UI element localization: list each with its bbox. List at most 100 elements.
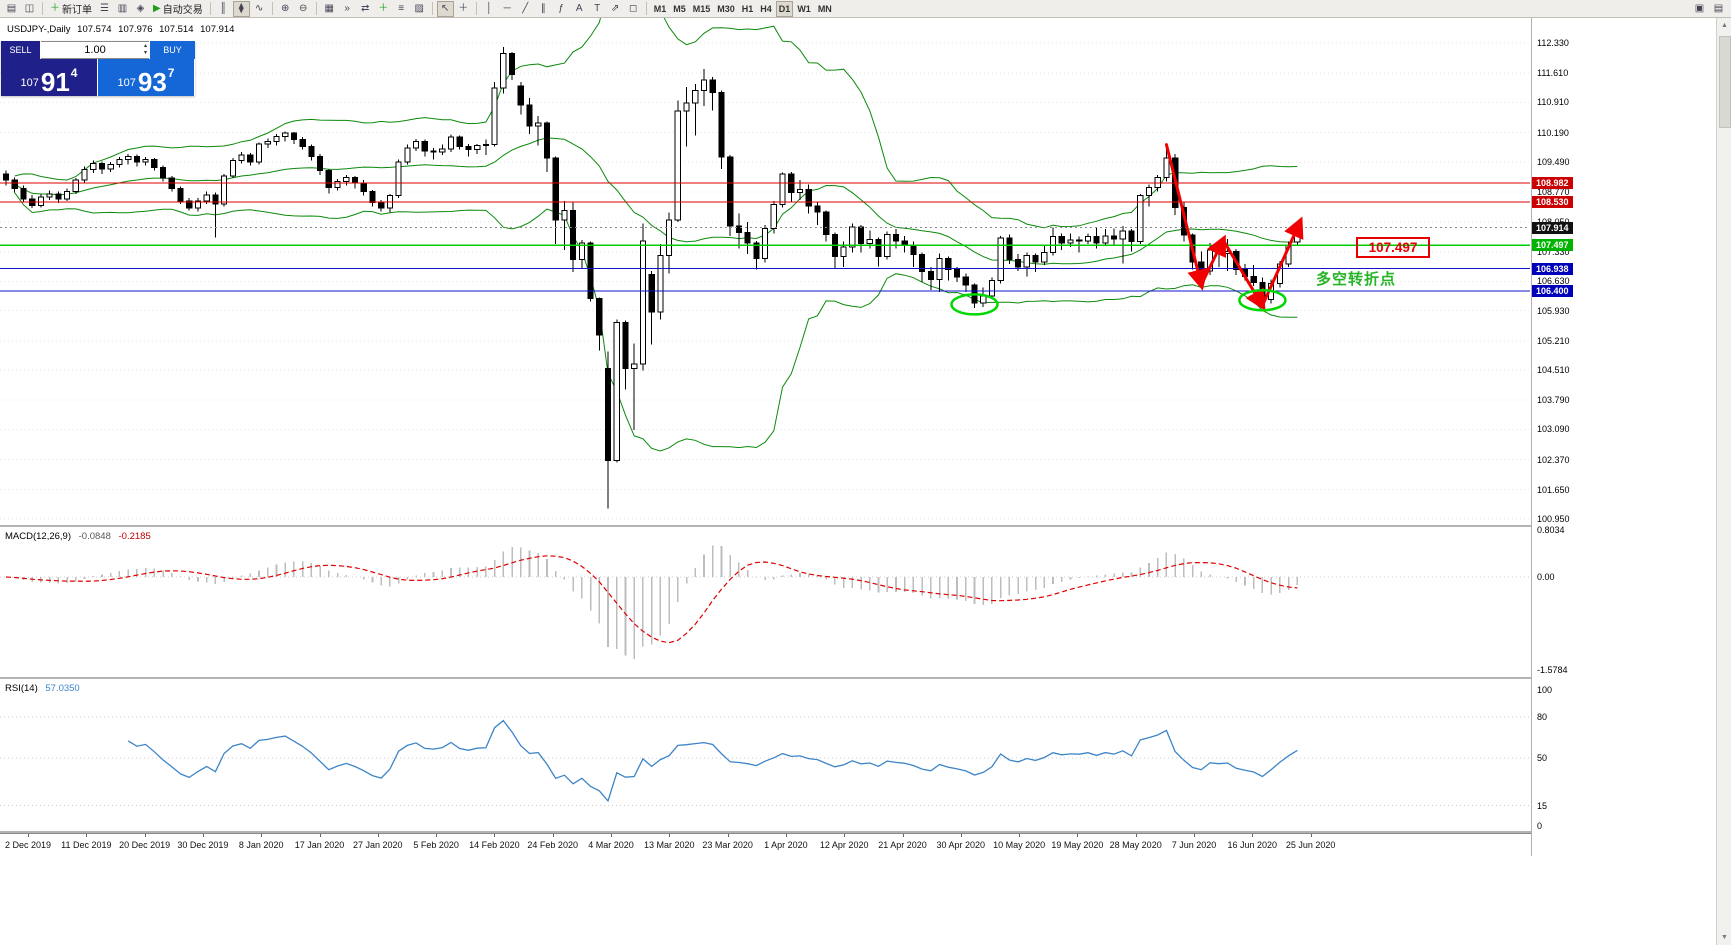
sell-button[interactable]: SELL [1, 41, 41, 59]
candle [221, 173, 228, 207]
candle [1084, 233, 1092, 245]
crosshair-icon: ＋ [458, 2, 469, 14]
rsi-tick-label: 0 [1537, 821, 1543, 831]
turning-point-label[interactable]: 多空转折点 [1316, 271, 1397, 288]
candle [447, 134, 455, 153]
candle [404, 144, 411, 165]
market-watch-button[interactable]: ☰ [96, 1, 113, 17]
data-window-button[interactable]: ▥ [114, 1, 131, 17]
rsi-name: RSI(14) [5, 683, 38, 694]
zoom-out-button[interactable]: ⊖ [295, 1, 312, 17]
toolbar-separator [315, 2, 317, 15]
line-chart-button[interactable]: ∿ [251, 1, 268, 17]
candle [508, 51, 516, 80]
panel-divider-macd[interactable] [0, 525, 1572, 527]
candle [936, 253, 943, 292]
tf-h4-button[interactable]: H4 [757, 1, 775, 17]
ohlc-close: 107.914 [200, 24, 235, 35]
profiles-button[interactable]: ◫ [21, 1, 38, 17]
bar-chart-button[interactable]: ║ [215, 1, 232, 17]
candle [596, 297, 603, 351]
new-order-button[interactable]: ＋新订单 [47, 1, 95, 17]
candle [639, 223, 647, 371]
line-chart-icon: ∿ [255, 2, 264, 14]
candle [1023, 252, 1030, 277]
price-tick-label: 110.190 [1537, 127, 1569, 138]
candle [875, 237, 882, 267]
scrollbar-thumb[interactable] [1719, 36, 1731, 128]
candle [177, 186, 184, 205]
indicators-button[interactable]: ＋ [375, 1, 392, 17]
tf-m1-button[interactable]: M1 [651, 1, 670, 17]
text-label-button[interactable]: T [589, 1, 606, 17]
window-tile-button[interactable]: ▤ [1710, 1, 1727, 17]
autotrading-button[interactable]: ▶ 自动交易 [150, 1, 206, 17]
sell-price-button[interactable]: 107 91 4 [1, 59, 98, 96]
date-axis[interactable]: 2 Dec 2019 11 Dec 2019 20 Dec 2019 30 Dec 2… [0, 833, 1572, 857]
candle [587, 241, 594, 302]
zoom-in-button[interactable]: ⊕ [277, 1, 294, 17]
candle [604, 351, 612, 509]
price-axis[interactable]: 112.330 111.610 110.910 110.190 109.490 108.7… [1531, 18, 1573, 856]
trendline-button[interactable]: ╱ [517, 1, 534, 17]
date-tick [669, 834, 671, 837]
price-annotation-box[interactable]: 107.497 [1356, 237, 1430, 258]
tf-m5-button[interactable]: M5 [670, 1, 689, 17]
volume-input[interactable] [58, 43, 132, 57]
date-tick-label: 10 May 2020 [993, 840, 1046, 850]
tf-mn-button[interactable]: MN [815, 1, 835, 17]
tf-m15-button[interactable]: M15 [690, 1, 714, 17]
candle [1163, 146, 1170, 182]
templates-button[interactable]: ▨ [411, 1, 428, 17]
tf-w1-button[interactable]: W1 [794, 1, 814, 17]
scrollbar-down-icon[interactable]: ▼ [1721, 934, 1728, 941]
cursor-button[interactable]: ↖ [436, 0, 454, 17]
candle [360, 180, 367, 196]
new-chart-button[interactable]: ▤ [3, 1, 20, 17]
equidistant-channel-button[interactable]: ∥ [535, 1, 552, 17]
tile-windows-button[interactable]: ▦ [321, 1, 338, 17]
macd-tick-label: 0.00 [1537, 572, 1555, 582]
candle [308, 144, 315, 161]
navigator-button[interactable]: ◈ [132, 1, 149, 17]
volume-down-icon[interactable]: ▾ [143, 50, 147, 56]
volume-field[interactable]: ▴ ▾ [41, 41, 149, 59]
vertical-line-button[interactable]: │ [481, 1, 498, 17]
panel-divider-bottom[interactable] [0, 831, 1572, 833]
chart-annotations[interactable] [950, 143, 1304, 316]
crosshair-button[interactable]: ＋ [455, 1, 472, 17]
chart-shift-button[interactable]: ⇄ [357, 1, 374, 17]
periods-button[interactable]: ≡ [393, 1, 410, 17]
toolbar-separator [42, 2, 43, 15]
buy-price-button[interactable]: 107 93 7 [98, 59, 194, 96]
horizontal-line-button[interactable]: ─ [499, 1, 516, 17]
horizontal-levels[interactable] [0, 182, 1530, 292]
volume-spinner[interactable]: ▴ ▾ [144, 43, 147, 57]
chart-symbol-period: USDJPY-,Daily [7, 24, 71, 35]
buy-button[interactable]: BUY [149, 41, 195, 59]
text-button[interactable]: A [571, 1, 588, 17]
candlestick-chart-button[interactable]: ⧫ [232, 0, 250, 17]
volume-up-icon[interactable]: ▴ [143, 43, 147, 49]
date-tick [902, 834, 904, 837]
date-tick-label: 27 Jan 2020 [353, 840, 403, 850]
auto-scroll-button[interactable]: » [339, 1, 356, 17]
vertical-scrollbar[interactable]: ▲ ▼ [1716, 18, 1731, 945]
scrollbar-up-icon[interactable]: ▲ [1721, 22, 1728, 29]
fibonacci-button[interactable]: ƒ [553, 1, 570, 17]
tf-h4-label: H4 [760, 3, 772, 14]
window-cascade-button[interactable]: ▣ [1691, 1, 1708, 17]
candle [823, 210, 830, 242]
date-tick [494, 834, 496, 837]
candle [744, 222, 751, 255]
tf-w1-label: W1 [797, 3, 811, 14]
shapes-button[interactable]: ◻ [625, 1, 642, 17]
price-level-chip: 107.497 [1532, 239, 1573, 252]
tf-m30-button[interactable]: M30 [714, 1, 738, 17]
tf-d1-button[interactable]: D1 [775, 0, 794, 17]
arrows-button[interactable]: ⇗ [607, 1, 624, 17]
panel-divider-rsi[interactable] [0, 677, 1572, 679]
tf-h1-button[interactable]: H1 [739, 1, 757, 17]
macd-histogram [13, 545, 1299, 659]
